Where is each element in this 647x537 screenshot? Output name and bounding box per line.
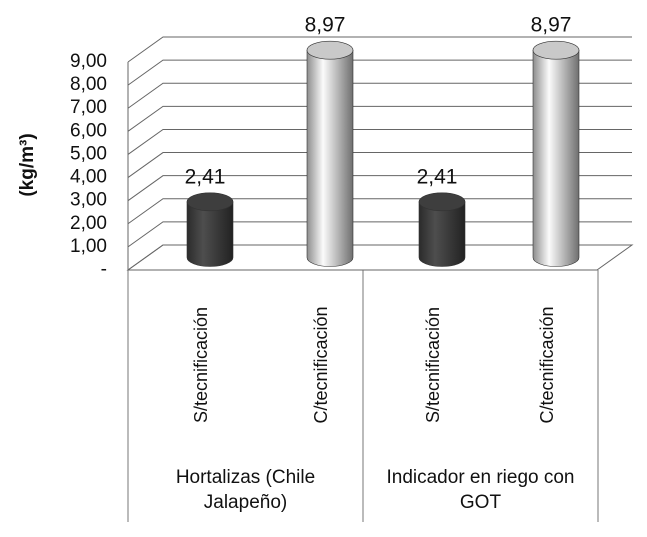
y-tick-label: 3,00 xyxy=(70,190,107,211)
y-tick-label: 7,00 xyxy=(70,97,107,118)
value-label: 8,97 xyxy=(305,14,346,37)
grid-line xyxy=(127,221,632,248)
grid-line xyxy=(127,152,632,178)
bar xyxy=(306,49,354,267)
group-label: Indicador en riego con GOT xyxy=(386,467,575,513)
y-tick-label: - xyxy=(101,259,107,280)
x-tick-label: S/tecnificación xyxy=(423,307,443,423)
grid-line xyxy=(127,175,632,202)
value-label: 2,41 xyxy=(417,165,458,188)
y-axis-label: (kg/m³) xyxy=(17,133,38,196)
x-tick-label: C/tecnificación xyxy=(537,306,557,423)
grid-line xyxy=(127,244,632,271)
grid-line xyxy=(127,59,632,86)
y-tick-label: 9,00 xyxy=(70,51,107,72)
bar-cap xyxy=(306,40,354,60)
bar xyxy=(532,49,580,267)
grid-line xyxy=(127,198,632,225)
y-tick-label: 1,00 xyxy=(70,236,107,257)
y-tick-label: 2,00 xyxy=(70,213,107,234)
grid-line xyxy=(127,128,632,155)
bar-cap xyxy=(186,192,234,212)
value-label: 8,97 xyxy=(531,14,572,37)
value-label: 2,41 xyxy=(185,165,226,188)
bar xyxy=(418,201,466,267)
bar xyxy=(186,201,234,267)
x-tick-label: C/tecnificación xyxy=(311,306,331,423)
y-tick-label: 6,00 xyxy=(70,120,107,141)
group-label: Hortalizas (Chile Jalapeño) xyxy=(175,467,316,513)
y-tick-label: 8,00 xyxy=(70,74,107,95)
grid-line xyxy=(127,36,632,63)
x-tick-label: S/tecnificación xyxy=(191,307,211,423)
y-tick-label: 4,00 xyxy=(70,167,107,188)
grid-line xyxy=(127,82,632,109)
bar-cap xyxy=(532,40,580,60)
bar-cap xyxy=(418,192,466,212)
grid-line xyxy=(127,105,632,132)
y-tick-label: 5,00 xyxy=(70,143,107,164)
